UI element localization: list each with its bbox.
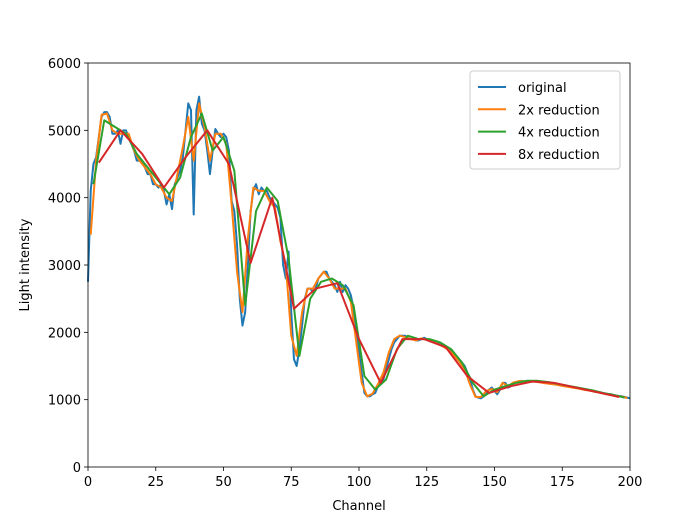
x-tick-label: 100: [347, 475, 372, 490]
y-tick-label: 5000: [48, 124, 81, 139]
x-tick-label: 175: [550, 475, 575, 490]
plot-frame: [87, 62, 631, 468]
x-tick-label: 125: [414, 475, 439, 490]
x-tick-label: 200: [618, 475, 643, 490]
legend-label: 2x reduction: [518, 103, 600, 118]
x-tick-label: 25: [147, 475, 164, 490]
x-tick-label: 75: [283, 475, 300, 490]
y-tick-label: 4000: [48, 192, 81, 207]
x-tick-label: 150: [482, 475, 507, 490]
x-axis-label: Channel: [332, 499, 385, 514]
legend-label: original: [518, 81, 567, 96]
y-tick-label: 0: [73, 461, 81, 476]
legend-box: [469, 70, 621, 170]
x-tick-label: 0: [84, 475, 92, 490]
legend-label: 4x reduction: [518, 126, 600, 141]
x-tick-label: 50: [215, 475, 232, 490]
legend-label: 8x reduction: [518, 148, 600, 163]
y-axis-label: Light intensity: [18, 218, 33, 311]
y-tick-label: 1000: [48, 394, 81, 409]
series-line: [98, 129, 620, 398]
y-tick-label: 3000: [48, 259, 81, 274]
y-tick-label: 6000: [48, 57, 81, 72]
y-tick-label: 2000: [48, 326, 81, 341]
